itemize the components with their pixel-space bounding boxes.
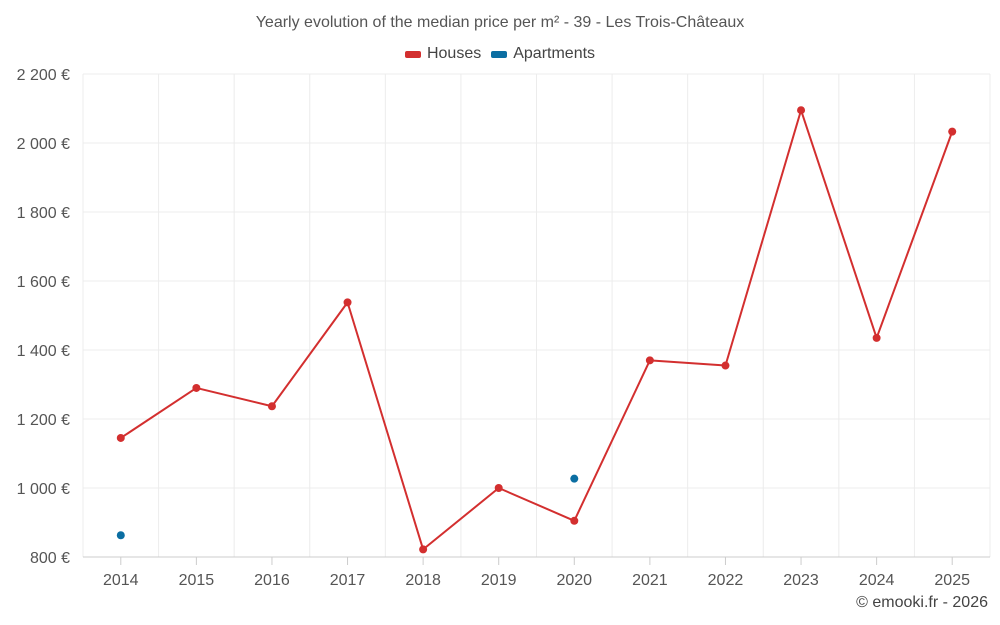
legend: Houses Apartments: [0, 45, 1000, 63]
legend-swatch-houses: [404, 50, 421, 58]
series-line-houses: [120, 109, 954, 551]
x-tick-label: 2019: [481, 572, 517, 589]
data-point-houses: [797, 106, 806, 115]
data-point-houses: [343, 298, 352, 307]
data-point-houses: [872, 333, 881, 342]
y-tick-label: 1 400 €: [17, 343, 70, 360]
x-tick-label: 2014: [103, 572, 139, 589]
legend-item-apartments[interactable]: Apartments: [491, 45, 595, 63]
y-tick-label: 2 000 €: [17, 136, 70, 153]
x-tick-label: 2015: [179, 572, 215, 589]
data-point-apartments: [116, 531, 125, 540]
x-tick-label: 2021: [632, 572, 668, 589]
legend-swatch-apartments: [491, 50, 508, 58]
legend-item-houses[interactable]: Houses: [404, 45, 482, 63]
x-tick-label: 2016: [254, 572, 290, 589]
data-point-houses: [570, 516, 579, 525]
data-point-houses: [645, 356, 654, 365]
data-point-houses: [267, 402, 276, 411]
x-tick-label: 2023: [783, 572, 819, 589]
y-tick-label: 2 200 €: [17, 67, 70, 84]
y-tick-label: 1 000 €: [17, 481, 70, 498]
x-tick-label: 2024: [859, 572, 895, 589]
data-point-houses: [419, 545, 428, 554]
y-tick-label: 1 200 €: [17, 412, 70, 429]
data-point-houses: [948, 127, 957, 136]
data-point-apartments: [570, 474, 579, 483]
credit-text: © emooki.fr - 2026: [856, 594, 988, 611]
data-point-houses: [721, 361, 730, 370]
y-tick-label: 1 800 €: [17, 205, 70, 222]
legend-label-houses: Houses: [426, 45, 482, 62]
legend-label-apartments: Apartments: [513, 45, 596, 62]
x-tick-label: 2025: [934, 572, 970, 589]
x-tick-label: 2017: [330, 572, 366, 589]
y-tick-label: 1 600 €: [17, 274, 70, 291]
chart-title: Yearly evolution of the median price per…: [255, 14, 745, 31]
x-tick-label: 2022: [708, 572, 744, 589]
x-tick-label: 2020: [556, 572, 592, 589]
data-point-houses: [494, 484, 503, 492]
x-tick-label: 2018: [405, 572, 441, 589]
data-point-houses: [116, 433, 125, 442]
y-tick-label: 800 €: [30, 550, 70, 567]
data-point-houses: [192, 383, 201, 392]
